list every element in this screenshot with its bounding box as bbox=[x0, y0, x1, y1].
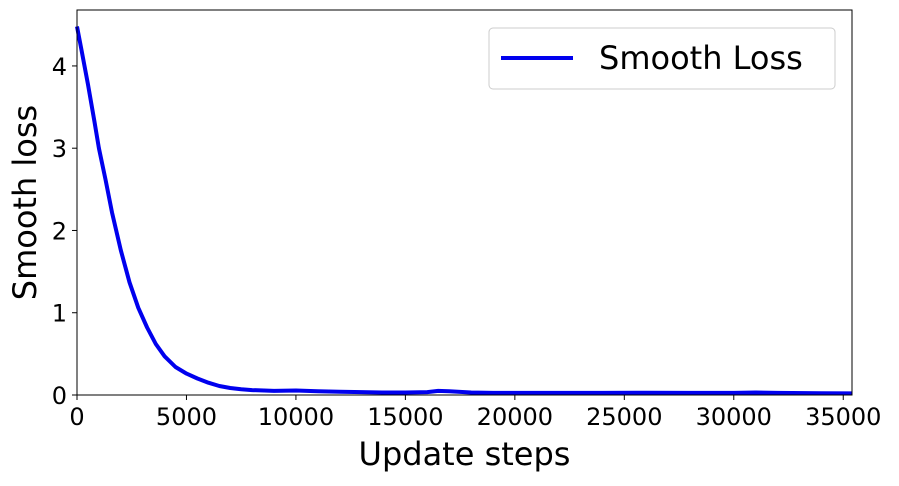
y-tick-label: 4 bbox=[52, 53, 67, 81]
y-tick-label: 0 bbox=[52, 382, 67, 410]
y-tick-label: 1 bbox=[52, 300, 67, 328]
series-layer bbox=[75, 26, 853, 396]
x-tick-label: 10000 bbox=[258, 403, 334, 431]
x-tick-label: 5000 bbox=[156, 403, 217, 431]
x-tick-label: 20000 bbox=[477, 403, 553, 431]
plot-frame bbox=[76, 9, 853, 396]
legend-label-smooth-loss: Smooth Loss bbox=[599, 39, 803, 77]
y-tick-label: 2 bbox=[52, 217, 67, 245]
x-tick-label: 0 bbox=[69, 403, 84, 431]
x-tick-label: 35000 bbox=[805, 403, 881, 431]
y-tick-label: 3 bbox=[52, 135, 67, 163]
y-axis-ticks: 0 1 2 3 4 bbox=[52, 53, 77, 410]
x-tick-label: 25000 bbox=[586, 403, 662, 431]
legend: Smooth Loss bbox=[488, 27, 836, 90]
series-line-smooth-loss bbox=[75, 26, 853, 396]
y-axis-title: Smooth loss bbox=[6, 105, 44, 300]
x-axis-title: Update steps bbox=[359, 435, 571, 473]
x-tick-label: 30000 bbox=[696, 403, 772, 431]
x-tick-label: 15000 bbox=[367, 403, 443, 431]
legend-box bbox=[488, 27, 836, 90]
x-axis-ticks: 0 5000 10000 15000 20000 25000 30000 35000 bbox=[69, 395, 881, 431]
